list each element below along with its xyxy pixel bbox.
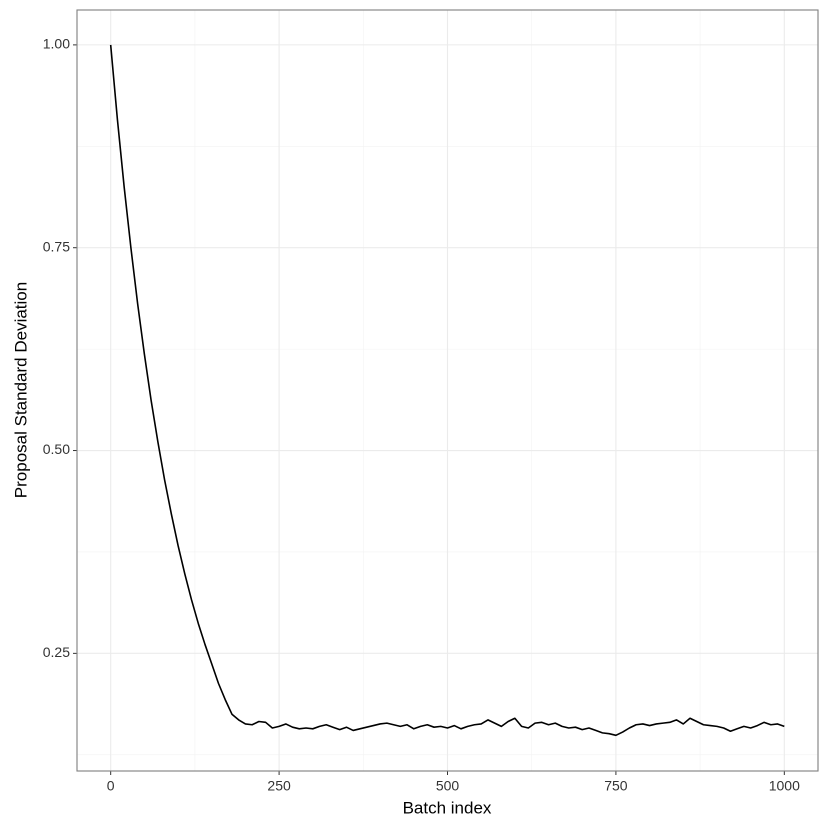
panel-border <box>76 9 819 772</box>
y-tick-label: 0.50 <box>43 441 70 457</box>
x-tick-label: 500 <box>436 778 460 794</box>
x-tick-label: 750 <box>604 778 628 794</box>
y-tick-label: 0.25 <box>43 644 70 660</box>
data-line <box>109 44 785 737</box>
y-tick-label: 1.00 <box>43 36 70 52</box>
x-axis-title: Batch index <box>403 798 492 817</box>
x-tick-label: 1000 <box>769 778 800 794</box>
x-tick-label: 250 <box>267 778 291 794</box>
y-tick-label: 0.75 <box>43 238 70 254</box>
y-axis-title: Proposal Standard Deviation <box>11 282 30 498</box>
x-tick-label: 0 <box>107 778 115 794</box>
